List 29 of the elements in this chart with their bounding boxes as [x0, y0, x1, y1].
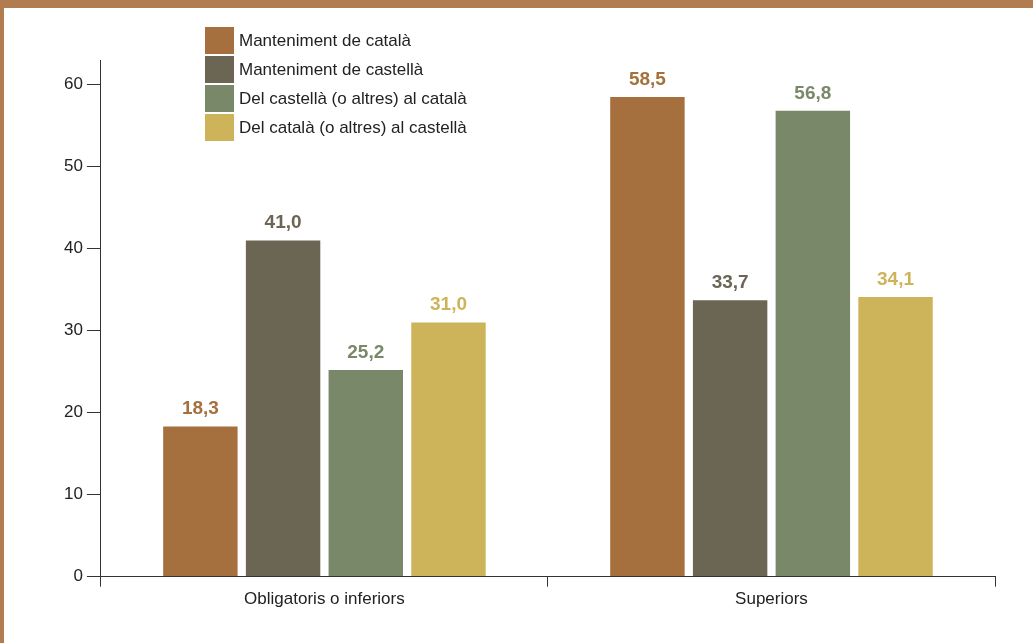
data-label: 25,2	[347, 340, 385, 362]
bar	[245, 240, 321, 577]
y-tick-label: 50	[63, 156, 83, 176]
data-label: 56,8	[794, 81, 832, 103]
bar	[692, 300, 768, 577]
x-tick-label: Superiors	[735, 589, 808, 609]
data-label: 58,5	[628, 67, 667, 89]
bar	[328, 369, 403, 577]
bar	[610, 96, 685, 577]
y-tick-label: 20	[63, 402, 83, 422]
y-tick-label: 30	[63, 320, 83, 340]
x-tick-label: Obligatoris o inferiors	[244, 589, 405, 609]
y-tick-label: 10	[63, 484, 83, 504]
y-tick-label: 40	[63, 238, 83, 258]
data-label: 18,3	[181, 397, 219, 419]
legend-label: Del català (o altres) al castellà	[239, 117, 467, 138]
bar	[411, 322, 486, 577]
bar	[858, 296, 933, 577]
data-label: 31,0	[429, 293, 467, 315]
y-tick-label: 0	[73, 566, 83, 586]
bar	[163, 426, 238, 577]
legend-label: Manteniment de català	[239, 30, 411, 51]
legend-label: Del castellà (o altres) al català	[239, 88, 467, 109]
legend-label: Manteniment de castellà	[239, 59, 424, 80]
data-label: 33,7	[711, 270, 749, 292]
bar	[775, 110, 851, 577]
data-label: 34,1	[877, 267, 915, 289]
y-tick-label: 60	[63, 74, 83, 94]
data-label: 41,0	[264, 211, 302, 233]
